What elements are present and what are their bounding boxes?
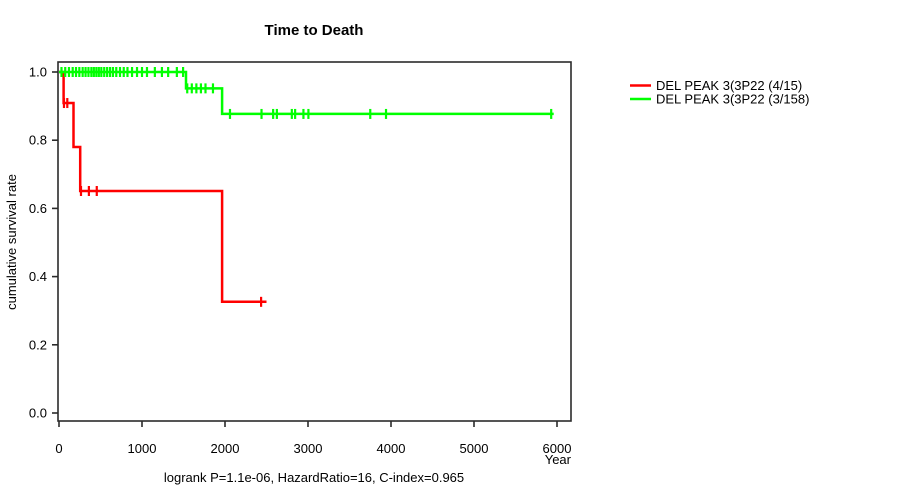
y-tick-label: 0.4 xyxy=(29,269,47,284)
y-tick-label: 0.6 xyxy=(29,201,47,216)
survival-curves xyxy=(59,67,554,307)
x-tick-label: 4000 xyxy=(377,441,406,456)
legend-label-red-series: DEL PEAK 3(3P22 (4/15) xyxy=(656,78,802,93)
x-axis-label: Year xyxy=(545,452,572,467)
plot-area-border xyxy=(57,61,572,422)
y-axis-label: cumulative survival rate xyxy=(4,174,19,310)
y-axis-ticks: 0.0 0.2 0.4 0.6 0.8 1.0 xyxy=(29,65,58,421)
y-tick-label: 0.0 xyxy=(29,406,47,421)
y-tick-label: 0.2 xyxy=(29,337,47,352)
x-tick-label: 3000 xyxy=(294,441,323,456)
x-axis-ticks: 0 1000 2000 3000 4000 5000 6000 xyxy=(55,421,571,456)
survival-curve-0 xyxy=(59,70,267,304)
x-tick-label: 6000 xyxy=(543,441,572,456)
y-tick-label: 0.8 xyxy=(29,133,47,148)
x-tick-label: 2000 xyxy=(211,441,240,456)
survival-curve-1 xyxy=(59,70,554,116)
x-tick-label: 0 xyxy=(55,441,62,456)
x-tick-label: 5000 xyxy=(460,441,489,456)
stats-annotation: logrank P=1.1e-06, HazardRatio=16, C-ind… xyxy=(164,470,464,485)
legend-label-green-series: DEL PEAK 3(3P22 (3/158) xyxy=(656,92,809,107)
chart-title: Time to Death xyxy=(265,22,364,39)
y-tick-label: 1.0 xyxy=(29,65,47,80)
legend: DEL PEAK 3(3P22 (4/15) DEL PEAK 3(3P22 (… xyxy=(630,78,809,107)
x-tick-label: 1000 xyxy=(128,441,157,456)
